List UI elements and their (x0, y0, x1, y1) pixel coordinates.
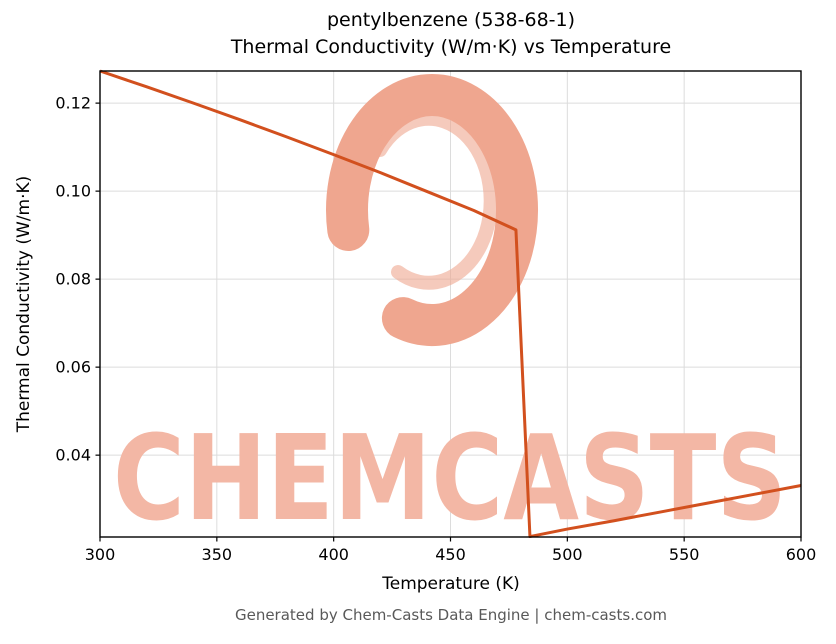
chart-title: pentylbenzene (538-68-1) Thermal Conduct… (100, 7, 802, 61)
watermark-text: CHEMCASTS (113, 409, 787, 547)
x-tick-label: 500 (552, 545, 583, 564)
series-line (99, 69, 802, 539)
chemcasts-logo-icon (326, 74, 539, 346)
x-tick-label: 300 (85, 545, 116, 564)
y-axis-label: Thermal Conductivity (W/m·K) (14, 175, 34, 433)
x-tick-label: 550 (669, 545, 700, 564)
x-tick-label: 350 (202, 545, 233, 564)
x-tick-label: 600 (786, 545, 817, 564)
y-tick-label: 0.06 (55, 358, 91, 377)
y-tick-label: 0.08 (55, 270, 91, 289)
chart-title-line2: Thermal Conductivity (W/m·K) vs Temperat… (230, 36, 672, 58)
chart-title-line1: pentylbenzene (538-68-1) (326, 9, 576, 31)
footer-credit: Generated by Chem-Casts Data Engine | ch… (234, 606, 668, 624)
y-tick-label: 0.04 (55, 446, 91, 465)
chemcasts-logo-inner-swirl-icon (373, 111, 498, 290)
y-tick-label: 0.12 (55, 94, 91, 113)
x-axis-label: Temperature (K) (382, 574, 520, 594)
x-tick-label: 400 (318, 545, 349, 564)
x-tick-label: 450 (435, 545, 466, 564)
y-tick-label: 0.10 (55, 182, 91, 201)
